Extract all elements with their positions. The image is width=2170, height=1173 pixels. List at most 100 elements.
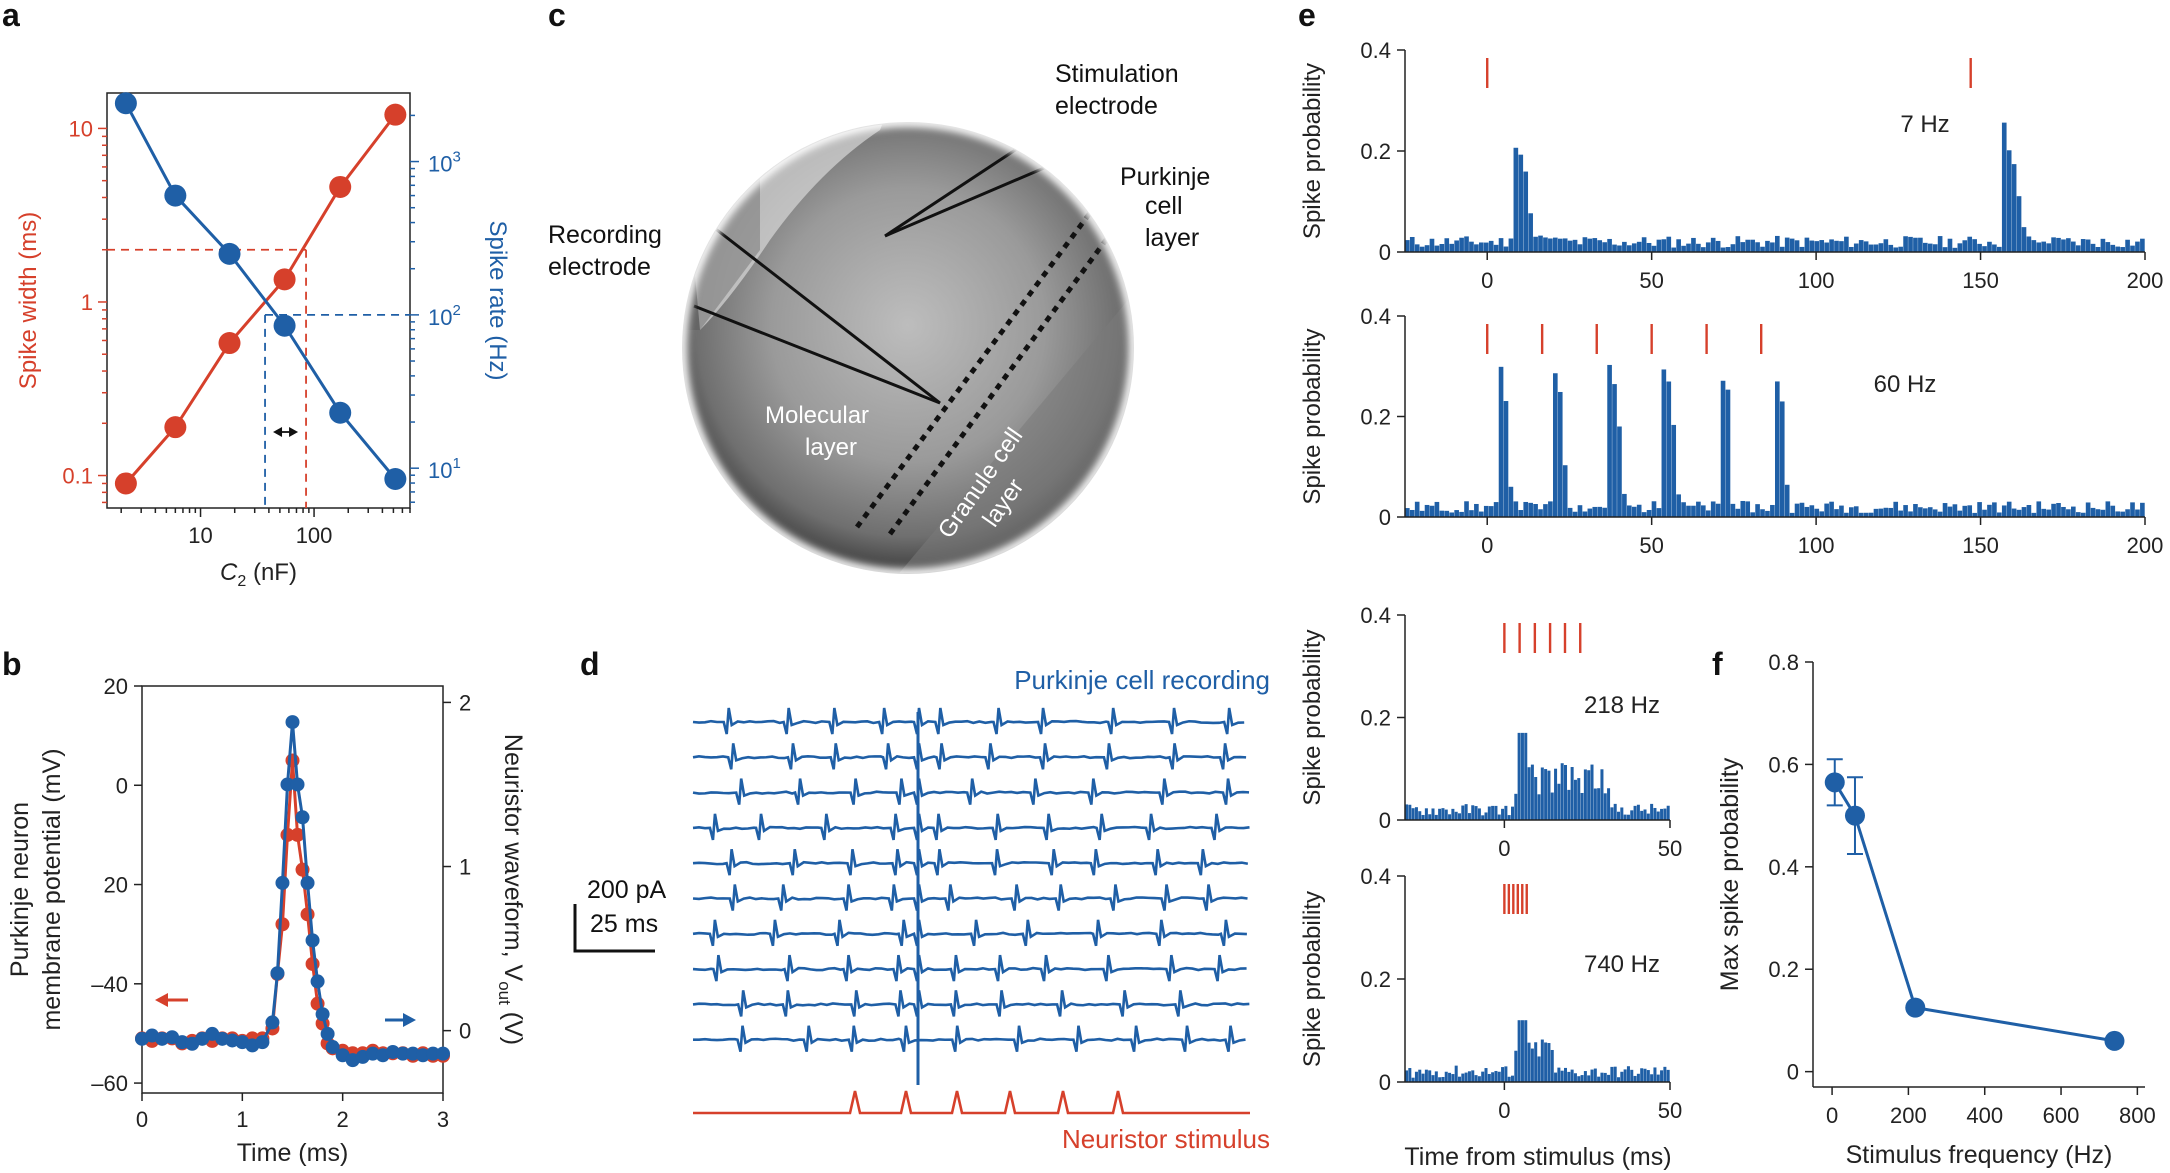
histogram-bar — [1503, 246, 1509, 252]
histogram-bar — [2110, 244, 2116, 252]
histogram-bar — [1449, 512, 1455, 517]
histogram-bar — [1577, 1076, 1581, 1082]
data-point-blue — [270, 966, 285, 981]
histogram-bar — [1834, 240, 1839, 252]
histogram-bar — [1740, 500, 1746, 517]
histogram-bar — [1617, 245, 1622, 252]
panel-f-chart: 0 200 400 600 800 0 0.2 0.4 0.6 0.8 Stimulus frequ… — [1716, 650, 2156, 1169]
histogram-bar — [1849, 507, 1854, 517]
histogram-bar — [1554, 1072, 1558, 1082]
histogram-bar — [1474, 503, 1479, 517]
histogram-bar — [1534, 777, 1538, 820]
recording-trace — [692, 1025, 1246, 1053]
histogram-bar — [1484, 1068, 1488, 1082]
histogram-bar — [1409, 509, 1415, 517]
histogram-bar — [1745, 239, 1751, 252]
histogram-bar — [1494, 1070, 1498, 1082]
histogram-bar — [2080, 512, 2086, 517]
histogram-bar — [2125, 239, 2130, 252]
histogram-bar — [1972, 512, 1977, 517]
histogram-bar — [1587, 238, 1593, 252]
y-left-tick-label: 1 — [81, 290, 93, 315]
histogram-bar — [1570, 767, 1574, 820]
histogram-bar — [1878, 508, 1884, 517]
histogram-bar — [1597, 788, 1601, 820]
molecular-label-line2: layer — [805, 434, 857, 461]
x-tick-label: 2 — [337, 1107, 349, 1132]
histogram-bar — [2140, 238, 2145, 252]
histogram-bar — [1666, 381, 1672, 517]
histogram-bar — [2066, 238, 2071, 252]
histogram-bar — [1517, 732, 1521, 820]
histogram-bar — [1533, 236, 1538, 252]
data-point-red — [384, 103, 407, 126]
recording-trace — [692, 848, 1249, 876]
histogram-bar — [1715, 503, 1721, 517]
histogram-bar — [2036, 501, 2042, 517]
y-tick-label: 0 — [1379, 505, 1391, 530]
histogram-bar — [1600, 1072, 1604, 1082]
tick-exponent: 2 — [452, 302, 460, 319]
tick-base: 10 — [428, 458, 452, 483]
histogram-bar — [1439, 243, 1445, 252]
histogram-bar — [1438, 808, 1442, 820]
histogram-bar — [1893, 501, 1899, 517]
histogram-bar — [1927, 507, 1933, 517]
scale-bar-time-label: 25 ms — [590, 910, 658, 938]
histogram-bar — [1428, 1070, 1432, 1082]
histogram-bar — [1602, 242, 1607, 252]
histogram-bar — [1538, 509, 1543, 517]
data-point-blue — [275, 875, 290, 890]
histogram-bar — [1666, 805, 1670, 820]
y-left-tick-label: 0 — [116, 773, 128, 798]
plot-frame — [141, 685, 444, 1094]
histogram-bar — [1464, 501, 1469, 517]
y-tick-label: 0.2 — [1360, 706, 1391, 731]
histogram-bar — [2031, 240, 2037, 252]
histogram-bar — [1750, 239, 1755, 252]
histogram-bar — [2031, 512, 2037, 517]
histogram-bar — [1424, 504, 1430, 517]
y-tick-label: 0.2 — [1360, 967, 1391, 992]
histogram-bar — [1580, 792, 1584, 820]
histogram-bar — [1607, 788, 1611, 820]
histogram-bar — [1487, 806, 1491, 820]
histogram-bar — [1878, 243, 1884, 252]
histogram-bar — [1497, 1071, 1501, 1082]
histogram-bar — [1543, 504, 1548, 517]
histogram-bar — [1656, 1074, 1660, 1082]
panel-e-histograms: 0 50 100 150 200 0 0.2 0.4 7 Hz Spike probability… — [1299, 38, 2163, 1171]
histogram-bar — [2021, 227, 2027, 252]
x-axis-label: Stimulus frequency (Hz) — [1846, 1141, 2113, 1169]
histogram-bar — [1459, 237, 1464, 252]
y-right-axis-label: Neuristor waveform, Vout (V) — [495, 734, 527, 1045]
y-tick-label: 0 — [1379, 240, 1391, 265]
histogram-bar — [2090, 507, 2096, 517]
x-tick-label: 200 — [2127, 533, 2164, 558]
x-tick-label: 150 — [1962, 268, 1999, 293]
histogram-bar — [1451, 1074, 1455, 1082]
histogram-bar — [1799, 502, 1805, 517]
x-tick-label: 100 — [296, 523, 333, 548]
histogram-bar — [2001, 505, 2007, 517]
histogram-bar — [1524, 732, 1528, 820]
histogram-bar — [1583, 769, 1587, 820]
histogram-bar — [1573, 779, 1577, 820]
panel-letter-a: a — [2, 0, 20, 33]
histogram-bar — [1567, 1071, 1571, 1082]
histogram-bar — [1868, 512, 1874, 517]
histogram-bar — [1794, 503, 1800, 517]
histogram-bar — [1760, 509, 1765, 517]
histogram-bar — [1918, 507, 1923, 517]
histogram-bar — [1607, 1074, 1611, 1082]
histogram-bar — [1918, 237, 1923, 252]
histogram-bar — [1977, 243, 1982, 252]
histogram-bar — [1523, 171, 1529, 252]
histogram-bar — [1479, 511, 1484, 517]
histogram-bar — [1418, 811, 1422, 820]
histogram-bar — [1701, 505, 1706, 517]
histogram-bar — [1651, 245, 1657, 252]
histogram-bar — [1533, 504, 1538, 517]
x-axis-label: Time (ms) — [237, 1139, 349, 1167]
histogram-bar — [1562, 465, 1568, 517]
